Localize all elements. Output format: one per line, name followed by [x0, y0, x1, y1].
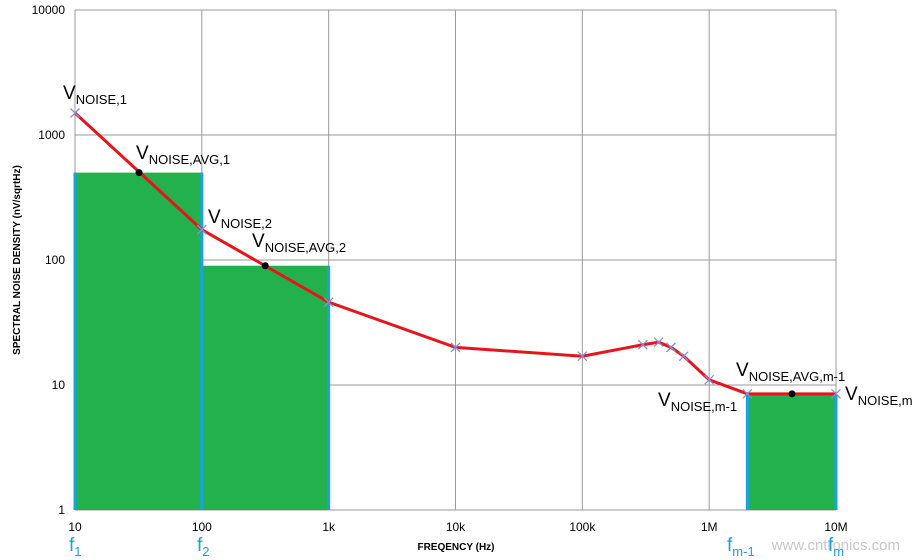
- marker: [450, 342, 461, 353]
- bar: [201, 265, 329, 510]
- label-main: V: [658, 390, 671, 411]
- y-axis-label: SPECTRAL NOISE DENSITY (nV/sqrtHz): [12, 165, 23, 355]
- frequency-label: f2: [197, 535, 210, 559]
- annotation: VNOISE,m-1: [658, 390, 737, 414]
- bar: [747, 393, 836, 510]
- label-sub: NOISE,m-1: [671, 399, 737, 414]
- x-tick-label: 100k: [569, 520, 596, 534]
- annotation: VNOISE,AVG,2: [252, 231, 346, 255]
- average-point: [788, 390, 796, 398]
- frequency-label: fm: [828, 535, 844, 559]
- x-axis-label: FREQENCY (Hz): [417, 542, 494, 553]
- y-tick-label: 10000: [32, 3, 66, 17]
- x-tick-label: 10: [68, 520, 82, 534]
- line: [73, 111, 836, 396]
- marker: [70, 108, 80, 118]
- label-main: V: [63, 83, 76, 104]
- annotation: VNOISE,2: [208, 207, 272, 231]
- x-tick-label: 10k: [446, 520, 466, 534]
- label-sub: 2: [202, 544, 209, 559]
- annotation: VNOISE,1: [63, 83, 127, 107]
- marker: [666, 342, 676, 353]
- label-main: V: [136, 143, 149, 164]
- y-tick-label: 10: [52, 378, 66, 392]
- label-sub: NOISE,m: [858, 393, 913, 408]
- annotation: VNOISE,m: [845, 384, 913, 408]
- x-tick-label: 1k: [322, 520, 336, 534]
- y-tick-label: 1000: [38, 128, 65, 142]
- frequency-label: f1: [69, 535, 82, 559]
- label-sub: NOISE,AVG,m-1: [749, 369, 846, 384]
- label-main: f: [197, 535, 203, 556]
- marker: [678, 351, 689, 362]
- y-tick-label: 1: [58, 503, 65, 517]
- x-tick-label: 100: [192, 520, 212, 534]
- label-sub: m: [833, 544, 844, 559]
- average-point: [261, 262, 269, 270]
- label-sub: NOISE,AVG,2: [265, 240, 346, 255]
- marker: [323, 297, 334, 308]
- annotation: VNOISE,AVG,1: [136, 143, 230, 167]
- annotation: VNOISE,AVG,m-1: [736, 360, 845, 384]
- label-main: f: [69, 535, 75, 556]
- label-main: V: [736, 360, 749, 381]
- label-main: V: [252, 231, 265, 252]
- label-sub: NOISE,AVG,1: [149, 152, 230, 167]
- label-main: V: [208, 207, 221, 228]
- average-point: [135, 169, 143, 177]
- watermark: www.cntronics.com: [771, 537, 900, 554]
- label-sub: NOISE,1: [76, 92, 127, 107]
- label-sub: 1: [74, 544, 81, 559]
- marker: [653, 337, 664, 348]
- label-main: f: [727, 535, 733, 556]
- marker: [196, 224, 207, 235]
- label-sub: m-1: [732, 544, 754, 559]
- y-tick-label: 100: [45, 253, 65, 267]
- x-tick-label: 1M: [701, 520, 718, 534]
- marker: [831, 388, 841, 399]
- frequency-label: fm-1: [727, 535, 755, 559]
- bar: [75, 172, 202, 510]
- label-main: V: [845, 384, 858, 405]
- label-main: f: [828, 535, 834, 556]
- marker: [704, 374, 715, 385]
- marker: [637, 339, 648, 350]
- marker: [577, 351, 588, 362]
- label-sub: NOISE,2: [221, 216, 272, 231]
- marker: [742, 388, 753, 399]
- x-tick-label: 10M: [824, 520, 847, 534]
